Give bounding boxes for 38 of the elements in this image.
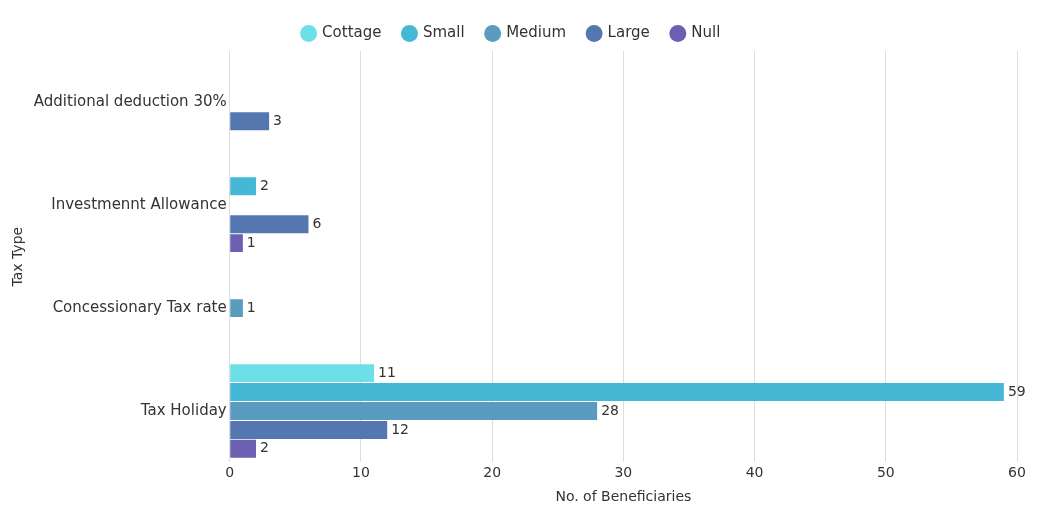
bar (230, 215, 309, 234)
y-tick-label: Concessionary Tax rate (52, 298, 227, 317)
data-label: 59 (1007, 382, 1026, 399)
x-tick-label: 0 (225, 464, 235, 481)
x-tick-label: 40 (745, 464, 764, 481)
legend-label: Null (691, 23, 721, 42)
data-label: 28 (601, 401, 619, 418)
data-label: 3 (273, 111, 283, 128)
bar (230, 112, 270, 131)
bar (230, 299, 243, 318)
x-tick-label: 30 (614, 464, 633, 481)
bar (230, 383, 1004, 402)
data-label: 11 (378, 363, 396, 380)
bar (230, 420, 388, 439)
data-label: 1 (246, 233, 256, 250)
data-label: 2 (259, 176, 269, 193)
data-label: 12 (391, 420, 410, 437)
legend-label: Small (422, 23, 465, 42)
legend-label: Large (607, 23, 650, 42)
x-tick-label: 20 (483, 464, 502, 481)
data-label: 6 (312, 214, 322, 231)
y-tick-label: Investmennt Allowance (51, 195, 227, 214)
y-tick-label: Additional deduction 30% (33, 92, 227, 111)
bar (230, 234, 243, 253)
bar (230, 439, 256, 458)
x-axis-title: No. of Beneficiaries (555, 488, 692, 505)
legend-label: Cottage (322, 23, 382, 42)
data-label: 1 (246, 298, 256, 315)
bar (230, 401, 598, 420)
bar (230, 177, 256, 196)
bar (230, 364, 375, 383)
data-label: 2 (259, 439, 269, 456)
x-tick-label: 50 (876, 464, 895, 481)
x-tick-label: 10 (352, 464, 370, 481)
legend-label: Medium (506, 23, 567, 42)
y-tick-label: Tax Holiday (139, 400, 227, 419)
x-tick-label: 60 (1008, 464, 1026, 481)
y-axis-title: Tax Type (9, 226, 26, 288)
